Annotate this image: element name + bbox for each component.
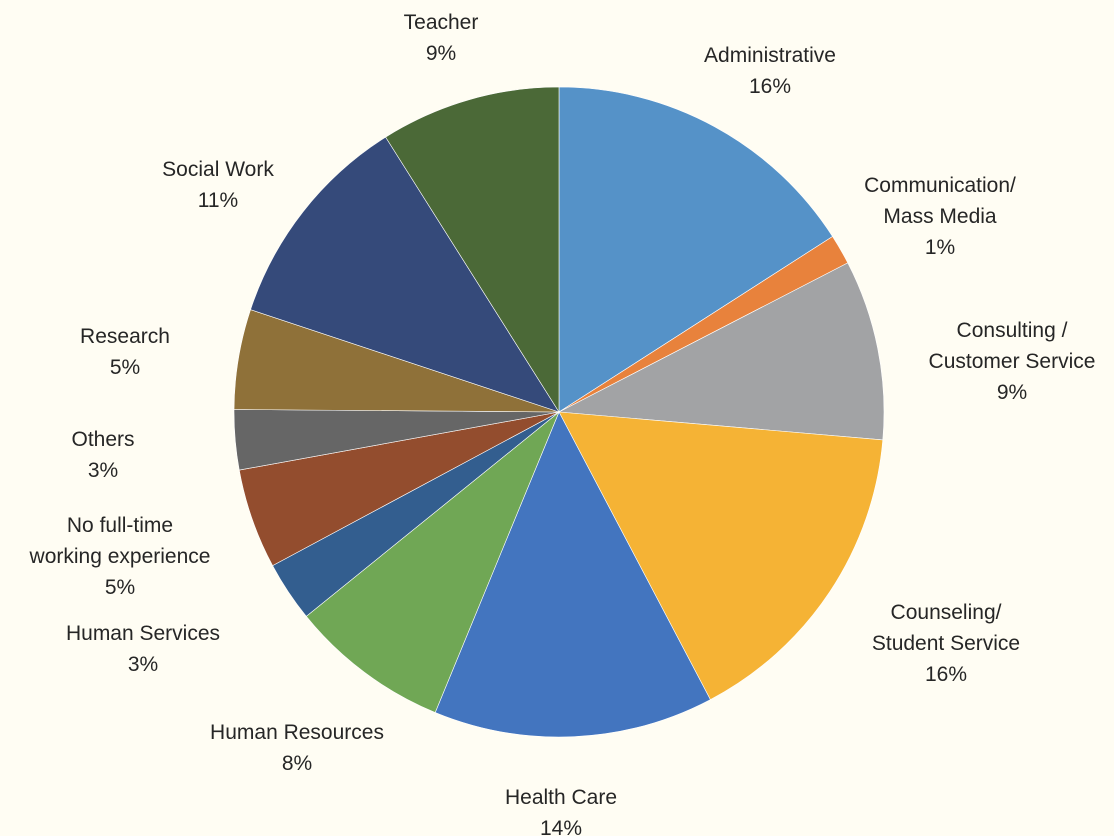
slice-label: Human Resources 8% <box>210 721 384 775</box>
pie-slice-administrative <box>558 86 833 413</box>
pie-slices <box>233 86 885 738</box>
slice-percent-label: 1% <box>925 236 955 259</box>
slice-percent-label: 5% <box>110 356 140 379</box>
slice-label: Human Services 3% <box>66 622 220 676</box>
pie-labels: Administrative 16% Communication/Mass Medi… <box>29 11 1096 836</box>
pie-slice-teacher <box>385 86 560 414</box>
slice-category-label: Customer Service <box>929 350 1096 373</box>
pie-slice-human-resources <box>305 411 560 713</box>
slice-category-label: Others <box>71 428 134 451</box>
slice-percent-label: 5% <box>105 576 135 599</box>
slice-label: Counseling/Student Service 16% <box>872 601 1020 686</box>
slice-label: Consulting / Customer Service 9% <box>929 319 1096 404</box>
slice-category-label: Administrative <box>704 44 836 67</box>
slice-percent-label: 3% <box>128 653 158 676</box>
slice-category-label: Health Care <box>505 786 617 809</box>
slice-percent-label: 8% <box>282 752 312 775</box>
slice-category-label: Student Service <box>872 632 1020 655</box>
slice-percent-label: 11% <box>198 189 238 212</box>
slice-percent-label: 14% <box>540 817 582 836</box>
slice-category-label: Human Resources <box>210 721 384 744</box>
slice-percent-label: 16% <box>749 75 791 98</box>
slice-category-label: Consulting / <box>957 319 1068 342</box>
slice-category-label: working experience <box>29 545 211 568</box>
slice-category-label: No full-time <box>67 514 173 537</box>
slice-percent-label: 9% <box>426 42 456 65</box>
slice-percent-label: 16% <box>925 663 967 686</box>
slice-percent-label: 3% <box>88 459 118 482</box>
slice-label: No full-time working experience 5% <box>29 514 211 599</box>
pie-slice-consulting-customer-service <box>557 262 885 441</box>
slice-category-label: Human Services <box>66 622 220 645</box>
slice-category-label: Social Work <box>162 158 274 181</box>
slice-label: Others 3% <box>71 428 134 482</box>
slice-label: Health Care 14% <box>505 786 617 836</box>
slice-label: Teacher 9% <box>404 11 479 65</box>
pie-slice-health-care <box>434 411 711 738</box>
slice-category-label: Teacher <box>404 11 479 34</box>
pie-slice-counseling-student-service <box>558 411 884 700</box>
slice-percent-label: 9% <box>997 381 1027 404</box>
slice-label: Administrative 16% <box>704 44 836 98</box>
slice-category-label: Counseling/ <box>891 601 1002 624</box>
pie-slice-social-work <box>250 136 560 413</box>
slice-label: Communication/Mass Media 1% <box>864 174 1016 259</box>
slice-category-label: Communication/ <box>864 174 1016 197</box>
slice-category-label: Research <box>80 325 170 348</box>
slice-label: Research 5% <box>80 325 170 379</box>
slice-category-label: Mass Media <box>883 205 997 228</box>
slice-label: Social Work 11% <box>162 158 274 212</box>
